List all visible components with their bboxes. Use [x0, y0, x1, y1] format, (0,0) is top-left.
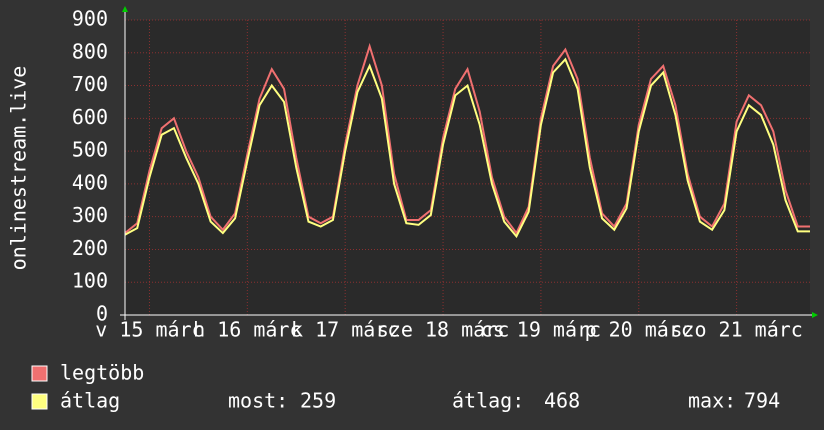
y-tick-label: 200: [72, 236, 108, 260]
stat-value: 468: [544, 389, 580, 413]
x-tick-label: szo 21 márc: [670, 318, 802, 342]
y-tick-label: 800: [72, 39, 108, 63]
axis-arrow: [812, 312, 818, 318]
x-tick-label: cs 19 márc: [481, 318, 601, 342]
stat-label: max:: [688, 389, 736, 413]
y-tick-label: 0: [96, 302, 108, 326]
y-tick-label: 100: [72, 269, 108, 293]
y-tick-label: 700: [72, 72, 108, 96]
series-line: [124, 42, 810, 235]
plot-area: [125, 20, 810, 315]
y-tick-label: 300: [72, 203, 108, 227]
legend-label: legtöbb: [60, 361, 144, 385]
legend-label: átlag: [60, 389, 120, 413]
stat-value: 794: [744, 389, 780, 413]
x-tick-label: h 16 márc: [193, 318, 301, 342]
y-tick-label: 400: [72, 170, 108, 194]
x-tick-label: v 15 márc: [95, 318, 203, 342]
legend-swatch: [31, 393, 48, 410]
legend-swatch: [31, 365, 48, 382]
x-tick-label: k 17 márc: [291, 318, 399, 342]
stat-label: most:: [228, 389, 288, 413]
stat-label: átlag:: [452, 389, 524, 413]
y-tick-label: 600: [72, 105, 108, 129]
x-tick-label: p 20 márc: [585, 318, 693, 342]
y-tick-label: 900: [72, 7, 108, 31]
y-axis-label: onlinestream.live: [7, 66, 31, 271]
axis-arrow: [122, 6, 128, 12]
series-line: [124, 57, 810, 239]
x-tick-label: sze 18 márc: [377, 318, 509, 342]
y-tick-label: 500: [72, 138, 108, 162]
stat-value: 259: [300, 389, 336, 413]
